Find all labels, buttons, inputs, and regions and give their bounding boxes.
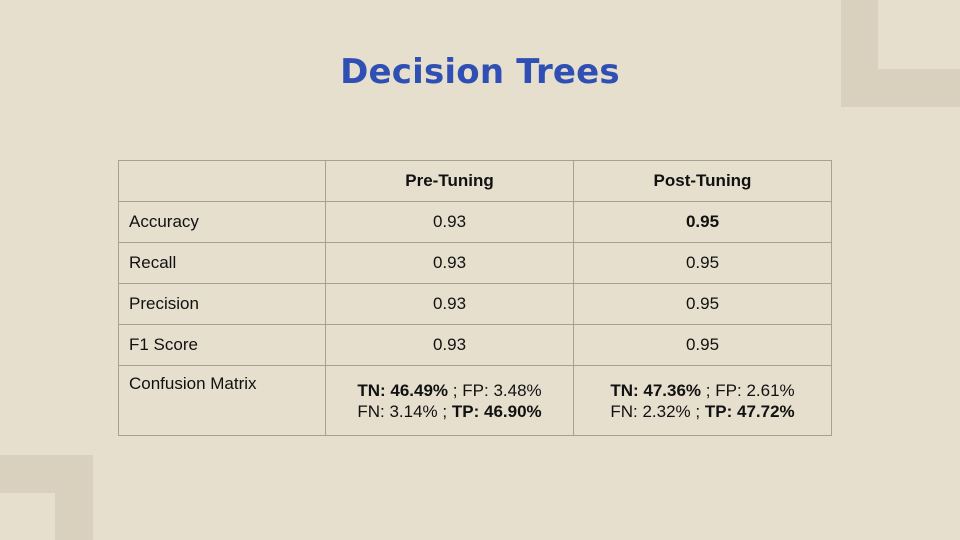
fp-value: 3.48%	[493, 380, 542, 400]
table-row: Accuracy 0.93 0.95	[118, 201, 832, 243]
header-post-tuning: Post-Tuning	[573, 160, 832, 202]
tp-label: TP:	[704, 401, 733, 421]
accuracy-pre-value: 0.93	[325, 201, 574, 243]
corner-decoration-bottom-left-cutout	[0, 493, 55, 540]
separator: ;	[452, 380, 458, 400]
f1-post-value: 0.95	[573, 324, 832, 366]
fn-label: FN:	[357, 401, 385, 421]
fp-label: FP:	[715, 380, 742, 400]
fp-value: 2.61%	[746, 380, 795, 400]
tn-label: TN:	[610, 380, 639, 400]
confusion-post-line-2: FN: 2.32% ; TP: 47.72%	[584, 401, 821, 422]
header-empty-cell	[118, 160, 326, 202]
row-label-f1-score: F1 Score	[118, 324, 326, 366]
fn-label: FN:	[610, 401, 638, 421]
confusion-post-line-1: TN: 47.36% ; FP: 2.61%	[584, 380, 821, 401]
table-row: Recall 0.93 0.95	[118, 242, 832, 284]
precision-pre-value: 0.93	[325, 283, 574, 325]
separator: ;	[442, 401, 448, 421]
row-label-confusion-matrix: Confusion Matrix	[118, 365, 326, 436]
tp-value: 47.72%	[736, 401, 795, 421]
confusion-pre-value: TN: 46.49% ; FP: 3.48% FN: 3.14% ; TP: 4…	[325, 365, 574, 436]
corner-decoration-top-right-cutout	[878, 0, 960, 69]
confusion-pre-line-1: TN: 46.49% ; FP: 3.48%	[336, 380, 563, 401]
recall-post-value: 0.95	[573, 242, 832, 284]
recall-pre-value: 0.93	[325, 242, 574, 284]
confusion-pre-line-2: FN: 3.14% ; TP: 46.90%	[336, 401, 563, 422]
table-header-row: Pre-Tuning Post-Tuning	[118, 160, 832, 202]
slide-title: Decision Trees	[340, 52, 620, 92]
fn-value: 3.14%	[389, 401, 438, 421]
table-row: Precision 0.93 0.95	[118, 283, 832, 325]
precision-post-value: 0.95	[573, 283, 832, 325]
table-row: F1 Score 0.93 0.95	[118, 324, 832, 366]
table-row-confusion-matrix: Confusion Matrix TN: 46.49% ; FP: 3.48% …	[118, 365, 832, 436]
confusion-post-value: TN: 47.36% ; FP: 2.61% FN: 2.32% ; TP: 4…	[573, 365, 832, 436]
tn-value: 46.49%	[390, 380, 449, 400]
tp-value: 46.90%	[483, 401, 542, 421]
accuracy-post-value: 0.95	[573, 201, 832, 243]
fp-label: FP:	[462, 380, 489, 400]
fn-value: 2.32%	[642, 401, 691, 421]
separator: ;	[705, 380, 711, 400]
row-label-precision: Precision	[118, 283, 326, 325]
f1-pre-value: 0.93	[325, 324, 574, 366]
row-label-accuracy: Accuracy	[118, 201, 326, 243]
tn-value: 47.36%	[643, 380, 702, 400]
metrics-table: Pre-Tuning Post-Tuning Accuracy 0.93 0.9…	[118, 160, 832, 436]
row-label-recall: Recall	[118, 242, 326, 284]
header-pre-tuning: Pre-Tuning	[325, 160, 574, 202]
separator: ;	[695, 401, 701, 421]
tn-label: TN:	[357, 380, 386, 400]
tp-label: TP:	[451, 401, 480, 421]
